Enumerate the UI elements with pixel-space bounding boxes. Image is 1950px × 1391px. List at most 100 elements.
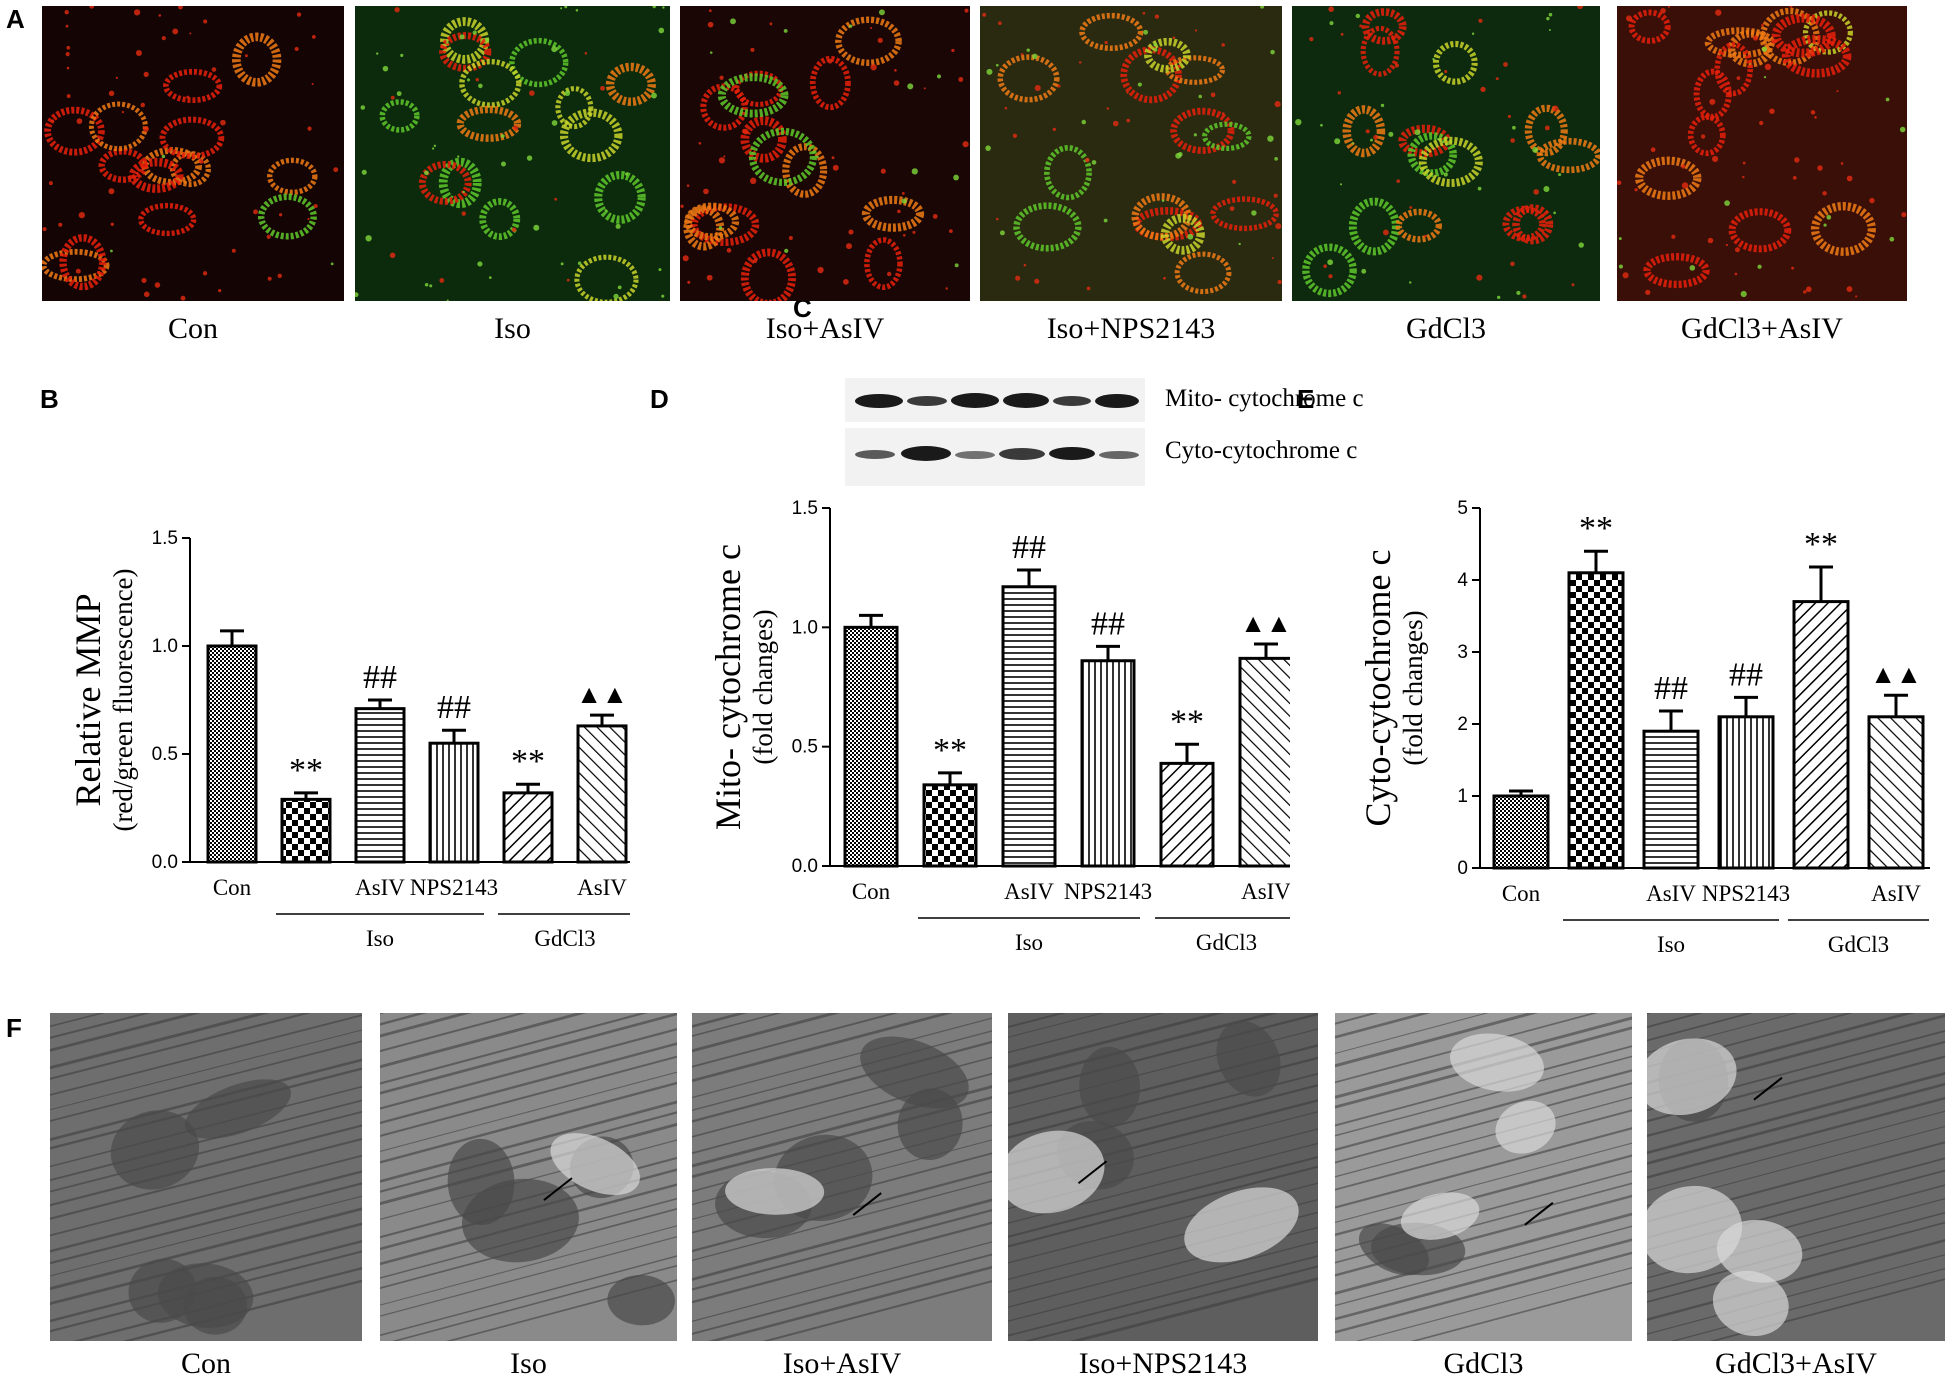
- y-tick-label: 1.5: [152, 528, 178, 549]
- em-image-5: [1335, 1013, 1632, 1341]
- y-axis-label-units: (fold changes): [748, 609, 778, 764]
- bar: [1642, 729, 1700, 870]
- fluorescence-caption-2: Iso: [494, 312, 531, 345]
- y-tick-label: 5: [1457, 498, 1468, 519]
- bar: [1001, 585, 1057, 868]
- group-label: Iso: [366, 926, 394, 951]
- bar: [1867, 715, 1925, 870]
- panel-label-e: E: [1297, 384, 1315, 414]
- bar: [428, 741, 480, 864]
- x-tick-label: AsIV: [1646, 881, 1696, 906]
- x-tick-label: Con: [852, 879, 891, 904]
- fluorescence-image-2: [355, 6, 670, 301]
- fluorescence-caption-5: GdCl3: [1405, 312, 1486, 345]
- y-axis-label-units: (red/green fluorescence): [108, 568, 138, 831]
- em-image-6: [1647, 1013, 1945, 1341]
- y-tick-label: 1.5: [792, 498, 818, 519]
- bar: [1238, 656, 1290, 868]
- bar: [1492, 794, 1550, 870]
- significance-label: ##: [1729, 656, 1763, 693]
- y-axis-label: Mito- cytochrome c: [708, 544, 748, 830]
- panel-label-d: D: [650, 384, 669, 414]
- bar: [502, 791, 554, 864]
- significance-label: **: [1579, 510, 1613, 547]
- em-image-2: [380, 1013, 677, 1341]
- significance-label: ##: [1091, 605, 1125, 642]
- significance-label: **: [933, 732, 967, 769]
- significance-label: ▲▲: [1870, 660, 1921, 689]
- y-tick-label: 1: [1457, 786, 1468, 807]
- fluorescence-caption-3: Iso+AsIV: [765, 312, 885, 345]
- fluorescence-caption-1: Con: [167, 312, 218, 345]
- y-tick-label: 0: [1457, 858, 1468, 879]
- bar: [280, 797, 332, 864]
- fluorescence-image-1: [42, 6, 344, 301]
- em-image-3: [692, 1013, 992, 1341]
- group-label: Iso: [1015, 930, 1043, 955]
- group-label: GdCl3: [534, 926, 595, 951]
- fluorescence-caption-6: GdCl3+AsIV: [1681, 312, 1843, 345]
- panel-label-f: F: [6, 1013, 22, 1043]
- x-tick-label: NPS2143: [410, 875, 498, 900]
- group-label: GdCl3: [1828, 932, 1889, 957]
- group-label: Iso: [1657, 932, 1685, 957]
- y-tick-label: 0.5: [152, 744, 178, 765]
- significance-label: **: [1804, 526, 1838, 563]
- y-tick-label: 0.0: [792, 856, 818, 877]
- bar: [1717, 715, 1775, 870]
- significance-label: ▲▲: [576, 680, 627, 709]
- significance-label: ##: [363, 659, 397, 696]
- x-tick-label: AsIV: [577, 875, 627, 900]
- panel-label-a: A: [6, 4, 25, 34]
- y-tick-label: 1.0: [152, 636, 178, 657]
- significance-label: ##: [437, 689, 471, 726]
- bar: [843, 625, 899, 868]
- bar: [922, 783, 978, 868]
- significance-label: **: [289, 752, 323, 789]
- em-caption-6: GdCl3+AsIV: [1715, 1347, 1877, 1380]
- western-blot-cyto: [845, 428, 1145, 486]
- fluorescence-caption-4: Iso+NPS2143: [1046, 312, 1216, 345]
- bar: [354, 707, 406, 864]
- y-axis-label: Relative MMP: [68, 594, 108, 807]
- em-caption-1: Con: [180, 1347, 231, 1380]
- chart-cyto-cytochrome-c: Cyto-cytochrome c (fold changes) 0 1 2 3 4 5 Con…: [1358, 498, 1930, 957]
- y-axis-label: Cyto-cytochrome c: [1358, 550, 1398, 827]
- western-blot-mito: [845, 378, 1145, 422]
- bar: [1080, 659, 1136, 868]
- em-caption-2: Iso: [510, 1347, 547, 1380]
- chart-relative-mmp: Relative MMP (red/green fluorescence) 0.0 0…: [68, 528, 630, 951]
- blot-label-cyto: Cyto-cytochrome c: [1165, 437, 1358, 464]
- bar: [1792, 600, 1850, 870]
- em-image-1: [50, 1013, 362, 1341]
- bar: [1159, 761, 1215, 868]
- em-caption-3: Iso+AsIV: [782, 1347, 902, 1380]
- chart-mito-cytochrome-c: Mito- cytochrome c (fold changes) 0.0 0.5 1.…: [708, 498, 1290, 955]
- bar: [1567, 571, 1625, 870]
- x-tick-label: Con: [1502, 881, 1541, 906]
- group-label: GdCl3: [1196, 930, 1257, 955]
- x-tick-label: NPS2143: [1064, 879, 1152, 904]
- bar: [576, 724, 628, 864]
- y-axis-label-units: (fold changes): [1398, 610, 1428, 765]
- x-tick-label: AsIV: [1241, 879, 1290, 904]
- y-tick-label: 1.0: [792, 617, 818, 638]
- significance-label: **: [1170, 703, 1204, 740]
- em-image-4: [1008, 1013, 1318, 1341]
- y-tick-label: 0.5: [792, 737, 818, 758]
- x-tick-label: NPS2143: [1702, 881, 1790, 906]
- y-tick-label: 4: [1457, 570, 1468, 591]
- significance-label: ##: [1654, 670, 1688, 707]
- em-caption-4: Iso+NPS2143: [1078, 1347, 1248, 1380]
- x-tick-label: Con: [213, 875, 252, 900]
- significance-label: **: [511, 743, 545, 780]
- fluorescence-image-4: [980, 6, 1282, 301]
- x-tick-label: AsIV: [1871, 881, 1921, 906]
- fluorescence-image-6: [1617, 6, 1907, 301]
- fluorescence-image-5: [1292, 6, 1600, 301]
- significance-label: ▲▲: [1240, 609, 1290, 638]
- blot-label-mito: Mito- cytochrome c: [1165, 385, 1364, 412]
- y-tick-label: 3: [1457, 642, 1468, 663]
- bar: [206, 644, 258, 864]
- panel-label-b: B: [40, 384, 59, 414]
